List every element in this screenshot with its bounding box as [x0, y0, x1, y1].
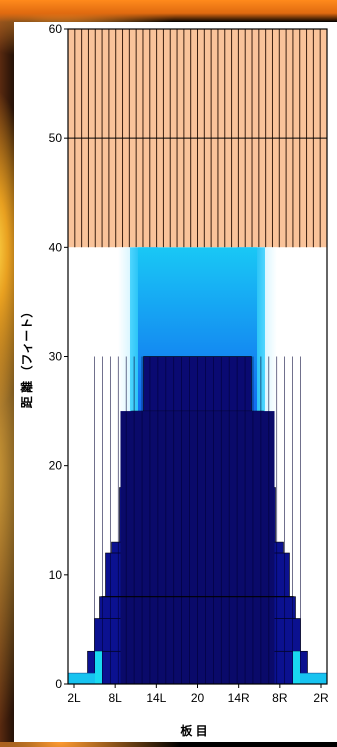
y-tick-label: 0 [55, 677, 62, 691]
chart-svg: 0 10 20 30 40 50 60 2L 8L 14L 20 14R 8R 2R 距 離 （フィート… [19, 22, 329, 738]
edge-step-right [293, 651, 300, 684]
y-axis-label: 距 離 （フィート） [19, 306, 34, 408]
x-tick-label: 8L [108, 691, 122, 705]
plot-area [67, 28, 328, 685]
y-axis: 0 10 20 30 40 50 60 [49, 22, 68, 691]
x-axis-label: 板 目 [180, 723, 207, 738]
y-tick-label: 10 [49, 568, 63, 582]
chart-panel: 0 10 20 30 40 50 60 2L 8L 14L 20 14R 8R 2R 距 離 （フィート… [14, 22, 337, 742]
y-tick-label: 20 [49, 459, 63, 473]
y-tick-label: 60 [49, 22, 63, 36]
x-tick-label: 20 [191, 691, 205, 705]
x-axis: 2L 8L 14L 20 14R 8R 2R [67, 684, 329, 705]
edge-block-right [298, 672, 328, 685]
x-tick-label: 14L [146, 691, 166, 705]
y-tick-label: 50 [49, 131, 63, 145]
x-tick-label: 2R [313, 691, 329, 705]
background-glow [0, 0, 337, 22]
y-tick-label: 30 [49, 350, 63, 364]
x-tick-label: 2L [67, 691, 81, 705]
edge-step-left [95, 651, 102, 684]
y-tick-label: 40 [49, 240, 63, 254]
x-tick-label: 8R [272, 691, 288, 705]
edge-block-left [67, 672, 97, 685]
x-tick-label: 14R [228, 691, 250, 705]
